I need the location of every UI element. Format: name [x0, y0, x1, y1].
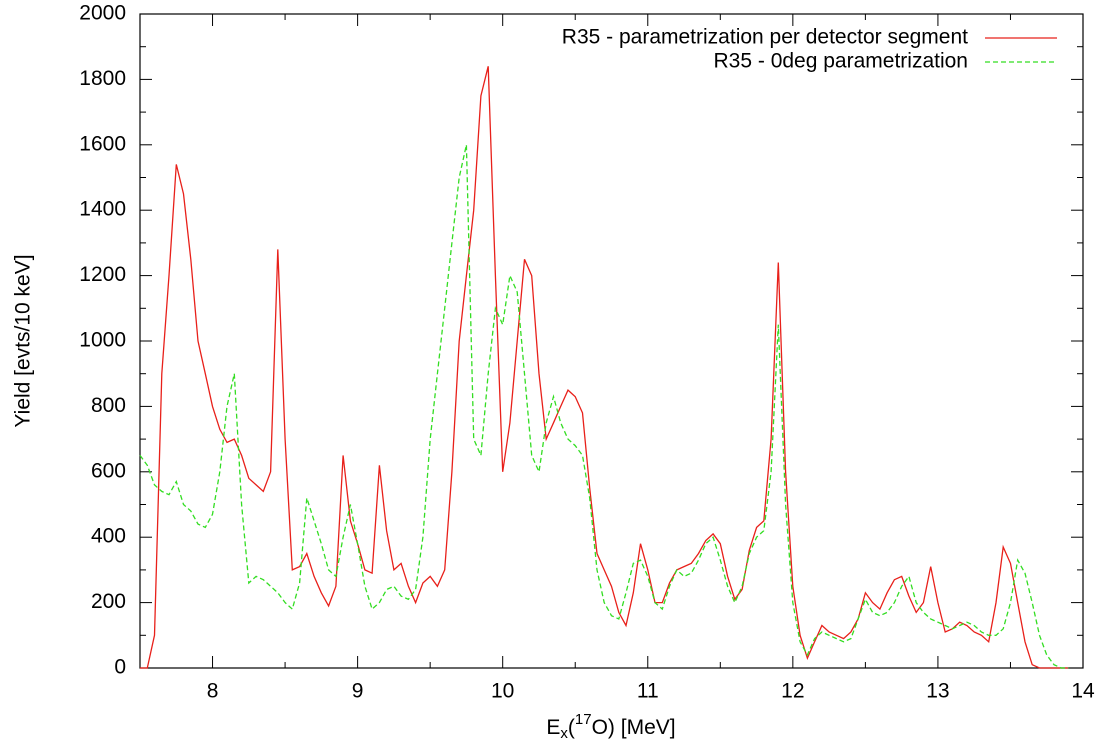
y-tick-label: 600 — [91, 459, 126, 482]
x-label-part: E — [546, 716, 560, 739]
x-tick-label: 10 — [491, 680, 514, 703]
legend-label: R35 - 0deg parametrization — [714, 50, 968, 73]
x-label-part: 17 — [575, 711, 592, 728]
y-tick-label: 1400 — [79, 198, 126, 221]
y-tick-label: 1800 — [79, 67, 126, 90]
y-tick-label: 200 — [91, 590, 126, 613]
x-axis-label: Ex(17O) [MeV] — [546, 711, 675, 742]
x-label-part: x — [560, 725, 568, 742]
y-tick-label: 800 — [91, 394, 126, 417]
x-tick-label: 8 — [207, 680, 219, 703]
y-tick-label: 400 — [91, 525, 126, 548]
x-tick-label: 12 — [781, 680, 804, 703]
x-tick-label: 11 — [637, 680, 659, 703]
data-line — [139, 144, 1069, 669]
x-label-part: O) [MeV] — [592, 716, 676, 739]
y-tick-label: 2000 — [79, 2, 126, 25]
x-label-part: ( — [568, 716, 575, 739]
legend-label: R35 - parametrization per detector segme… — [562, 26, 968, 49]
x-tick-label: 9 — [352, 680, 364, 703]
y-tick-label: 1600 — [79, 132, 126, 155]
y-tick-label: 1200 — [79, 263, 126, 286]
x-tick-label: 13 — [926, 680, 949, 703]
x-tick-label: 14 — [1071, 680, 1095, 703]
y-tick-label: 1000 — [79, 329, 126, 352]
y-axis-label: Yield [evts/10 keV] — [12, 254, 35, 427]
y-tick-label: 0 — [114, 656, 126, 679]
data-line — [140, 66, 1069, 669]
